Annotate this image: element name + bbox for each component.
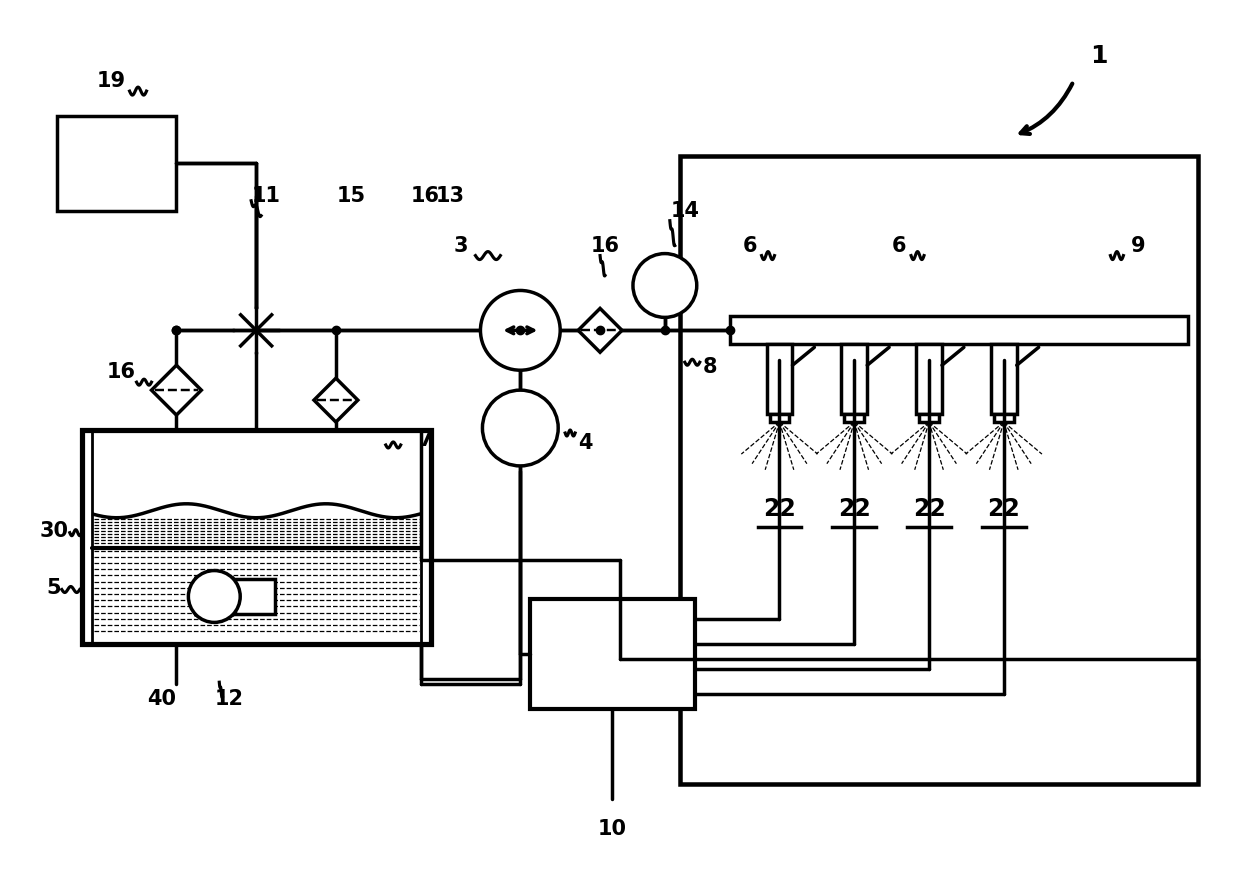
Bar (841, 344, 867, 414)
Text: 15: 15 (336, 186, 366, 206)
Text: 9: 9 (1131, 236, 1146, 255)
Text: 12: 12 (215, 689, 244, 709)
Text: 22: 22 (838, 496, 870, 521)
Text: 16: 16 (107, 362, 136, 382)
FancyArrowPatch shape (1021, 84, 1073, 134)
Bar (916, 344, 942, 414)
Bar (82, 430, 430, 645)
Text: 16: 16 (412, 186, 440, 206)
Text: 22: 22 (987, 496, 1021, 521)
Bar (770, 414, 790, 422)
Text: 10: 10 (598, 819, 626, 839)
Bar (844, 414, 864, 422)
Bar (57, 116, 176, 211)
Text: 6: 6 (892, 236, 906, 255)
Text: 19: 19 (97, 71, 126, 91)
Bar (993, 414, 1014, 422)
Bar (919, 414, 939, 422)
Polygon shape (578, 308, 622, 352)
Text: 16: 16 (590, 236, 620, 255)
Text: 22: 22 (913, 496, 945, 521)
Polygon shape (314, 378, 358, 422)
Text: 22: 22 (763, 496, 796, 521)
Circle shape (480, 290, 560, 370)
Circle shape (188, 571, 241, 623)
Text: 13: 13 (436, 186, 465, 206)
Text: 3: 3 (454, 236, 467, 255)
Text: 30: 30 (40, 521, 68, 541)
Text: 40: 40 (148, 689, 176, 709)
Text: 14: 14 (671, 200, 699, 220)
Text: 5: 5 (46, 577, 61, 598)
Text: 1: 1 (1090, 44, 1107, 68)
Circle shape (632, 253, 697, 317)
Text: 11: 11 (252, 186, 280, 206)
Bar (531, 599, 694, 709)
Bar (766, 344, 792, 414)
Text: 4: 4 (578, 433, 593, 453)
Text: 6: 6 (743, 236, 756, 255)
Bar (991, 344, 1017, 414)
Polygon shape (151, 365, 201, 415)
Bar (236, 578, 275, 614)
Text: 8: 8 (703, 357, 717, 377)
Text: 7: 7 (418, 430, 433, 450)
Bar (729, 316, 1188, 344)
Circle shape (482, 390, 558, 466)
Bar (680, 156, 1198, 784)
